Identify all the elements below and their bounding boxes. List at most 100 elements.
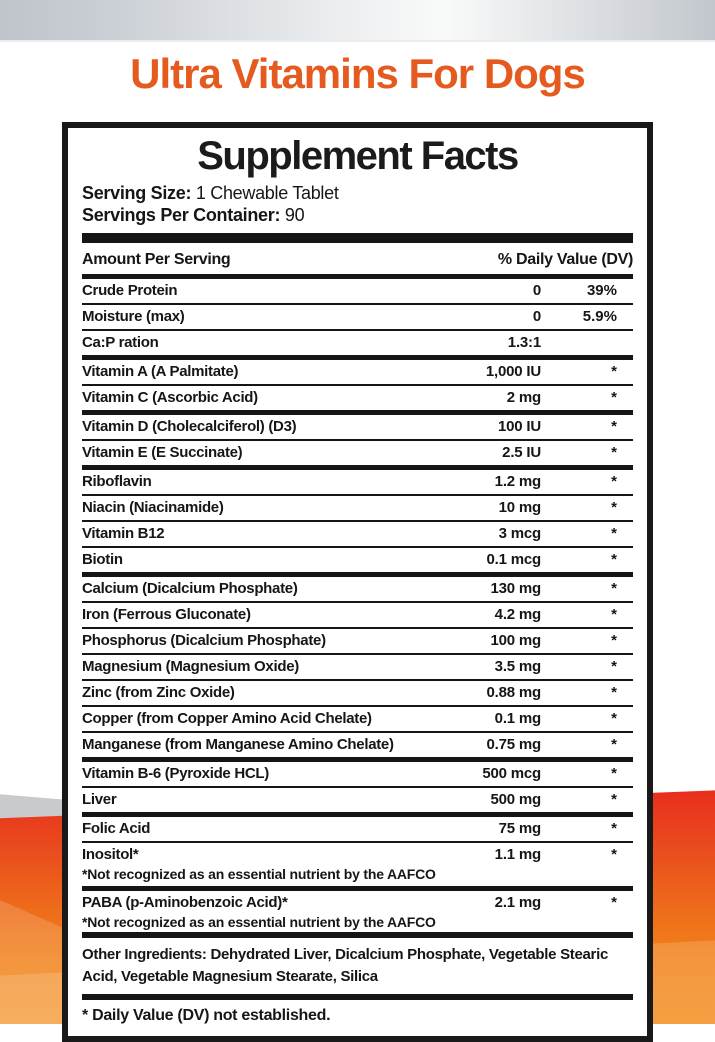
nutrient-name: Iron (Ferrous Gluconate)	[82, 605, 251, 623]
nutrient-amount: 0.1 mcg	[486, 550, 542, 568]
nutrient-name: Magnesium (Magnesium Oxide)	[82, 657, 299, 675]
table-row: Phosphorus (Dicalcium Phosphate) 100 mg …	[82, 629, 633, 655]
nutrient-amount: 2 mg	[506, 388, 541, 406]
nutrient-dv: *	[611, 845, 617, 863]
table-row: Vitamin B-6 (Pyroxide HCL) 500 mcg *	[82, 762, 633, 788]
nutrient-dv: *	[611, 735, 617, 753]
nutrient-name: Ca:P ration	[82, 333, 159, 351]
nutrient-name: Crude Protein	[82, 281, 178, 299]
table-row: Liver 500 mg *	[82, 788, 633, 817]
table-row: PABA (p-Aminobenzoic Acid)* 2.1 mg * *No…	[82, 891, 633, 934]
nutrient-dv: *	[611, 709, 617, 727]
table-row: Zinc (from Zinc Oxide) 0.88 mg *	[82, 681, 633, 707]
serving-size-line: Serving Size: 1 Chewable Tablet	[82, 183, 633, 205]
nutrient-amount: 0.75 mg	[486, 735, 542, 753]
nutrient-name: Zinc (from Zinc Oxide)	[82, 683, 235, 701]
amount-per-serving-header: Amount Per Serving	[82, 250, 231, 268]
table-row: Manganese (from Manganese Amino Chelate)…	[82, 733, 633, 762]
nutrient-name: Vitamin E (E Succinate)	[82, 443, 243, 461]
nutrient-amount: 4.2 mg	[494, 605, 542, 623]
nutrient-amount: 0.88 mg	[486, 683, 542, 701]
nutrient-dv: *	[611, 764, 617, 782]
nutrient-name: Moisture (max)	[82, 307, 185, 325]
nutrient-dv: *	[611, 550, 617, 568]
table-row: Vitamin C (Ascorbic Acid) 2 mg *	[82, 386, 633, 415]
nutrient-dv: *	[611, 893, 617, 911]
serving-size-label: Serving Size:	[82, 183, 192, 203]
nutrient-amount: 3.5 mg	[494, 657, 542, 675]
nutrient-name: Liver	[82, 790, 117, 808]
aafco-footnote: *Not recognized as an essential nutrient…	[82, 865, 436, 882]
brand-title: Ultra Vitamins For Dogs	[130, 50, 586, 97]
table-row: Vitamin B12 3 mcg *	[82, 522, 633, 548]
servings-per-container-line: Servings Per Container: 90	[82, 205, 633, 227]
nutrient-name: Vitamin B-6 (Pyroxide HCL)	[82, 764, 269, 782]
nutrient-amount: 500 mcg	[482, 764, 541, 782]
table-row: Inositol* 1.1 mg * *Not recognized as an…	[82, 843, 633, 891]
daily-value-footnote: * Daily Value (DV) not established.	[82, 994, 633, 1028]
nutrient-amount: 500 mg	[490, 790, 542, 808]
nutrient-dv: *	[611, 498, 617, 516]
nutrient-dv: *	[611, 657, 617, 675]
table-row: Ca:P ration 1.3:1	[82, 331, 633, 360]
other-ingredients: Other Ingredients: Dehydrated Liver, Dic…	[82, 931, 633, 995]
nutrient-amount: 1.1 mg	[494, 845, 542, 863]
nutrient-dv: *	[611, 362, 617, 380]
nutrient-amount: 10 mg	[498, 498, 542, 516]
nutrient-amount: 0.1 mg	[494, 709, 542, 727]
nutrient-dv: *	[611, 790, 617, 808]
nutrient-name: Copper (from Copper Amino Acid Chelate)	[82, 709, 372, 727]
nutrient-name: Vitamin D (Cholecalciferol) (D3)	[82, 417, 297, 435]
nutrient-amount: 0	[532, 281, 541, 299]
nutrient-amount: 2.5 IU	[502, 443, 541, 461]
table-row: Vitamin D (Cholecalciferol) (D3) 100 IU …	[82, 415, 633, 441]
table-row: Biotin 0.1 mcg *	[82, 548, 633, 577]
nutrient-name: Manganese (from Manganese Amino Chelate)	[82, 735, 394, 753]
table-row: Crude Protein 0 39%	[82, 279, 633, 305]
nutrient-dv: *	[611, 388, 617, 406]
nutrient-name: PABA (p-Aminobenzoic Acid)*	[82, 893, 288, 911]
nutrient-dv: *	[611, 631, 617, 649]
nutrient-dv: *	[611, 605, 617, 623]
nutrient-amount: 2.1 mg	[494, 893, 542, 911]
nutrient-name: Biotin	[82, 550, 123, 568]
table-row: Folic Acid 75 mg *	[82, 817, 633, 843]
nutrient-dv: *	[611, 579, 617, 597]
nutrient-amount: 100 mg	[490, 631, 542, 649]
servings-per-container-label: Servings Per Container:	[82, 204, 281, 225]
nutrient-amount: 1.3:1	[507, 333, 541, 351]
table-header-row: Amount Per Serving % Daily Value (DV)	[82, 243, 633, 279]
nutrient-dv: *	[611, 443, 617, 461]
nutrient-dv: *	[611, 472, 617, 490]
nutrient-name: Vitamin B12	[82, 524, 165, 542]
nutrient-amount: 3 mcg	[498, 524, 542, 542]
top-gradient-bar	[0, 0, 715, 42]
nutrient-dv: 39%	[586, 281, 617, 299]
nutrient-name: Folic Acid	[82, 819, 151, 837]
nutrient-amount: 1,000 IU	[485, 362, 541, 380]
nutrient-name: Riboflavin	[82, 472, 152, 490]
supplement-facts-panel: Supplement Facts Serving Size: 1 Chewabl…	[62, 122, 653, 1042]
nutrient-amount: 0	[532, 307, 541, 325]
table-row: Vitamin E (E Succinate) 2.5 IU *	[82, 441, 633, 470]
table-row: Riboflavin 1.2 mg *	[82, 470, 633, 496]
table-row: Copper (from Copper Amino Acid Chelate) …	[82, 707, 633, 733]
nutrient-name: Phosphorus (Dicalcium Phosphate)	[82, 631, 326, 649]
table-row: Calcium (Dicalcium Phosphate) 130 mg *	[82, 577, 633, 603]
nutrient-amount: 75 mg	[498, 819, 542, 837]
nutrient-amount: 100 IU	[498, 417, 541, 435]
heavy-divider-bar	[82, 232, 633, 243]
nutrient-dv: *	[611, 819, 617, 837]
nutrient-dv: *	[611, 417, 617, 435]
nutrient-name: Vitamin A (A Palmitate)	[82, 362, 239, 380]
serving-size-value: 1 Chewable Tablet	[195, 183, 339, 203]
nutrient-name: Inositol*	[82, 845, 139, 863]
supplement-facts-title: Supplement Facts	[197, 134, 519, 178]
table-row: Vitamin A (A Palmitate) 1,000 IU *	[82, 360, 633, 386]
nutrient-dv: *	[611, 683, 617, 701]
nutrient-table: Crude Protein 0 39% Moisture (max) 0 5.9…	[82, 279, 633, 934]
table-row: Iron (Ferrous Gluconate) 4.2 mg *	[82, 603, 633, 629]
nutrient-dv: 5.9%	[582, 307, 617, 325]
aafco-footnote: *Not recognized as an essential nutrient…	[82, 913, 436, 930]
nutrient-name: Niacin (Niacinamide)	[82, 498, 224, 516]
